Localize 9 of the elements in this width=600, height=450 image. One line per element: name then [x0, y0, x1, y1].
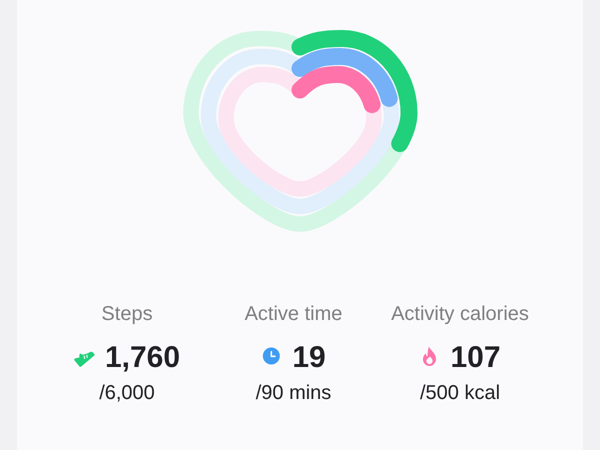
data-label: 19: [292, 341, 326, 374]
category-label: Activity calories: [391, 303, 529, 325]
data-label: /90 mins: [256, 382, 332, 404]
data-label: 1,760: [104, 341, 180, 374]
category-label: Steps: [101, 303, 153, 325]
data-label: 107: [450, 341, 501, 374]
data-label: /6,000: [99, 382, 155, 404]
category-label: Active time: [244, 303, 342, 325]
data-label: /500 kcal: [420, 382, 500, 404]
